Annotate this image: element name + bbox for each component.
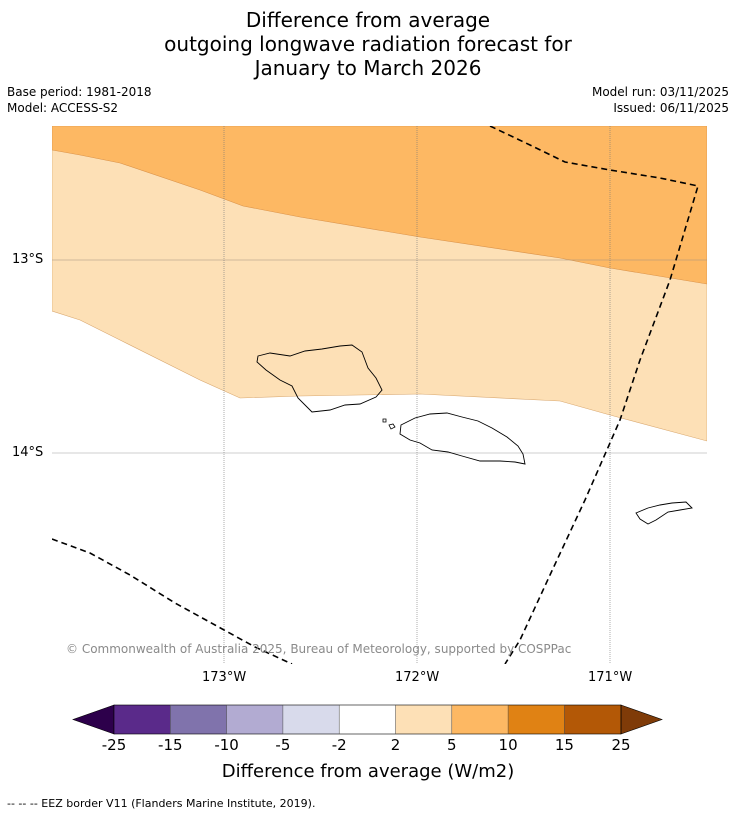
apolima-islet [388,423,396,430]
colorbar-tick-5: -2 [331,736,347,754]
colorbar-over-arrow [620,704,663,735]
colorbar-segment-9 [564,705,621,734]
colorbar-tick-3: -10 [214,736,239,754]
colorbar-label: Difference from average (W/m2) [221,761,515,782]
eez-border-northeast [489,126,700,664]
base-period: Base period: 1981-2018 [7,85,152,99]
colorbar-segment-2 [170,705,227,734]
colorbar-segment-6 [395,705,452,734]
colorbar-segment-7 [451,705,509,734]
colorbar-tick-9: 15 [554,736,574,754]
ol-anomaly-band-5-10 [52,126,707,285]
colorbar-segment-3 [226,705,283,734]
colorbar-tick-8: 10 [498,736,518,754]
map-area [52,126,707,664]
manono-islet [382,418,387,423]
model-name: Model: ACCESS-S2 [7,101,119,115]
lat-label-13s: 13°S [12,252,44,267]
colorbar-outline [113,704,622,735]
lon-label-173w: 173°W [202,670,247,685]
colorbar-tick-10: 25 [611,736,631,754]
colorbar-tick-4: -5 [275,736,291,754]
colorbar [72,704,663,735]
colorbar-segment-1 [114,705,171,734]
savaii-island-coastline [256,344,383,413]
model-run: Model run: 03/11/2025 [591,85,729,99]
colorbar-tick-1: -25 [101,736,127,754]
upolu-island-coastline [399,412,526,465]
issued-date: Issued: 06/11/2025 [613,101,729,115]
colorbar-segment-5 [339,705,396,734]
meta-left: Base period: 1981-2018 Model: ACCESS-S2 [7,84,152,116]
tutuila-island-coastline [635,501,693,525]
lat-label-14s: 14°S [12,445,44,460]
lon-label-171w: 171°W [588,670,633,685]
colorbar-segment-8 [508,705,565,734]
title-line-2: outgoing longwave radiation forecast for [164,32,572,56]
lon-label-172w: 172°W [395,670,440,685]
colorbar-dividers [170,705,565,734]
title-line-1: Difference from average [245,8,491,32]
title-line-3: January to March 2026 [254,56,482,80]
copyright-notice: © Commonwealth of Australia 2025, Bureau… [66,642,572,656]
colorbar-tick-7: 5 [447,736,457,754]
colorbar-tick-2: -15 [158,736,183,754]
colorbar-under-arrow [72,704,115,735]
meta-right: Model run: 03/11/2025 Issued: 06/11/2025 [592,84,729,116]
eez-border-southwest [52,538,293,664]
colorbar-segment-4 [282,705,340,734]
chart-title: Difference from average outgoing longwav… [0,8,736,80]
eez-footnote: -- -- -- EEZ border V11 (Flanders Marine… [7,797,316,810]
colorbar-tick-6: 2 [390,736,401,754]
